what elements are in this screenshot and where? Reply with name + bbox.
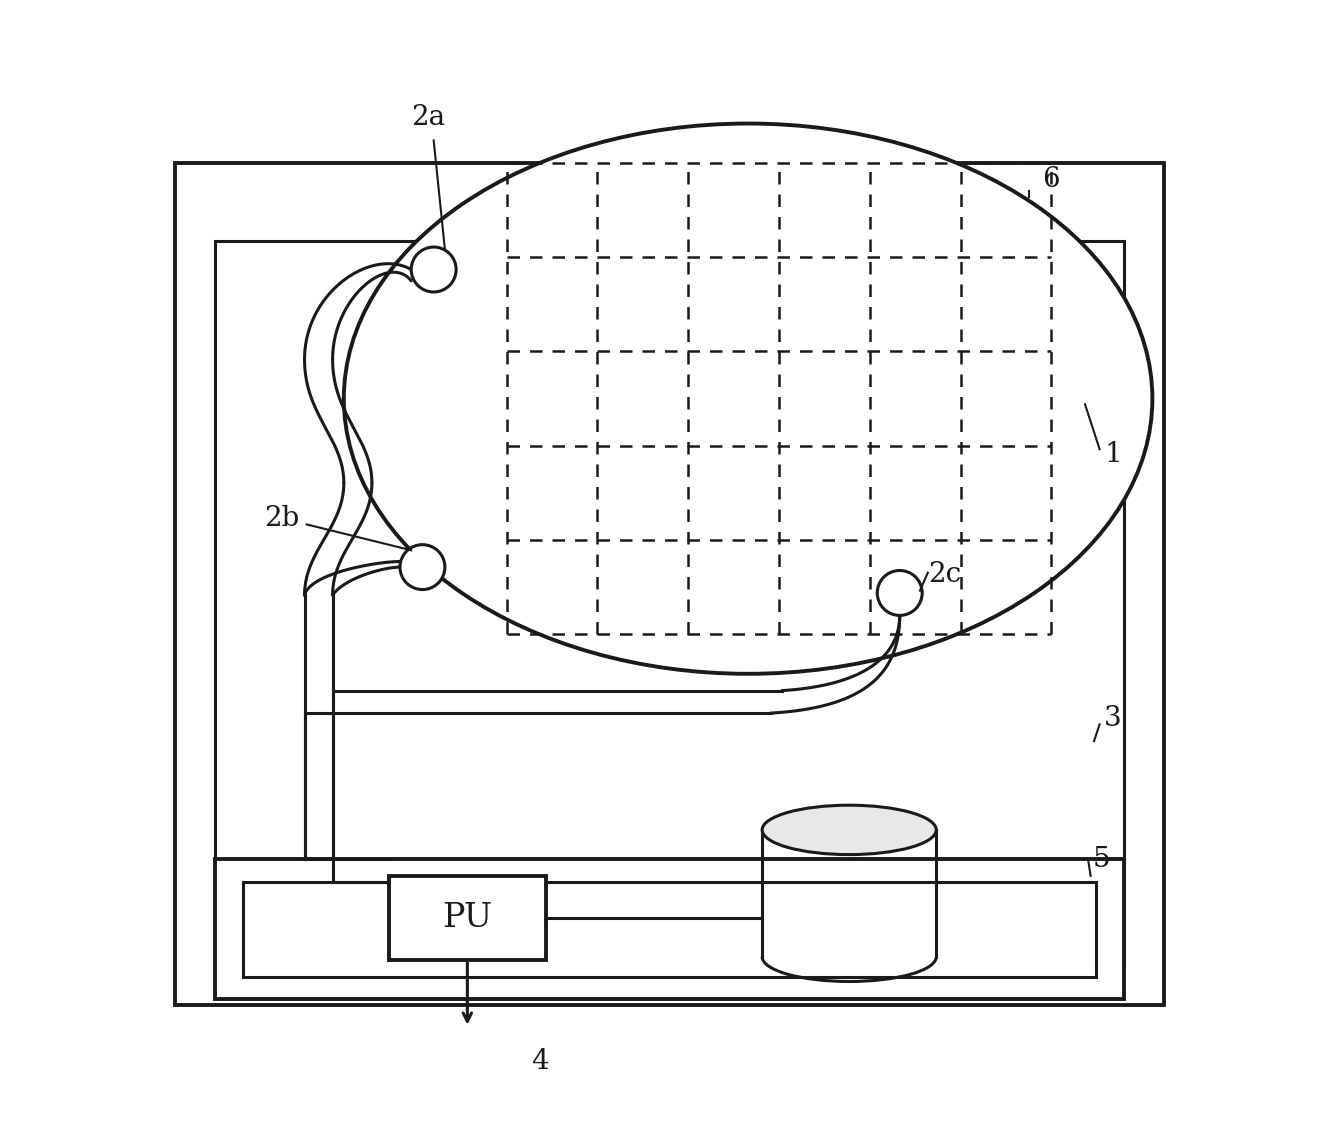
Circle shape: [877, 570, 923, 615]
Circle shape: [400, 545, 445, 590]
Bar: [242, 882, 1097, 977]
Text: 2c: 2c: [928, 562, 961, 588]
Text: PU: PU: [442, 902, 493, 934]
Bar: [214, 241, 1125, 966]
Ellipse shape: [762, 805, 936, 855]
Text: 2a: 2a: [411, 104, 445, 131]
Bar: [214, 859, 1125, 999]
Bar: [175, 163, 1164, 1005]
Text: 4: 4: [532, 1048, 549, 1075]
Bar: [388, 876, 546, 960]
Text: 1: 1: [1105, 441, 1122, 468]
Text: 5: 5: [1093, 846, 1110, 873]
Text: 6: 6: [1043, 166, 1060, 193]
Circle shape: [411, 247, 457, 292]
Text: 2b: 2b: [264, 505, 300, 532]
Text: 3: 3: [1105, 705, 1122, 732]
Ellipse shape: [344, 124, 1153, 674]
